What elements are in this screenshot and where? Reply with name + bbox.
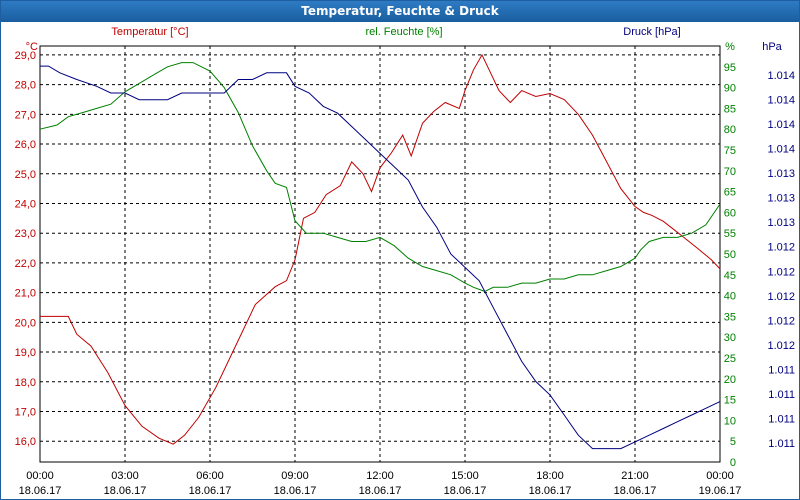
humidity-tick-label: 85: [724, 103, 736, 115]
x-tick-date: 19.06.17: [699, 485, 742, 497]
pressure-tick-label: 1.012: [767, 291, 795, 303]
x-tick-time: 09:00: [281, 470, 309, 482]
x-tick-date: 18.06.17: [19, 485, 62, 497]
humidity-tick-label: 5: [730, 436, 736, 448]
humidity-legend: rel. Feuchte [%]: [365, 26, 442, 38]
pressure-tick-label: 1.014: [767, 95, 795, 107]
humidity-tick-label: 90: [724, 83, 736, 95]
temperature-tick-label: 25,0: [15, 169, 36, 181]
pressure-tick-label: 1.012: [767, 340, 795, 352]
temperature-tick-label: 16,0: [15, 436, 36, 448]
x-tick-time: 03:00: [111, 470, 139, 482]
chart-title: Temperatur, Feuchte & Druck: [301, 4, 499, 18]
pressure-unit: hPa: [762, 41, 782, 53]
temperature-tick-label: 26,0: [15, 139, 36, 151]
pressure-tick-label: 1.013: [767, 168, 795, 180]
temperature-tick-label: 17,0: [15, 406, 36, 418]
x-tick-date: 18.06.17: [444, 485, 487, 497]
humidity-tick-label: 65: [724, 187, 736, 199]
pressure-series-line: [40, 65, 721, 450]
x-tick-time: 15:00: [451, 470, 479, 482]
temperature-unit: °C: [26, 41, 38, 53]
temperature-tick-label: 28,0: [15, 80, 36, 92]
pressure-tick-label: 1.013: [767, 193, 795, 205]
pressure-tick-label: 1.014: [767, 70, 795, 82]
humidity-tick-label: 15: [724, 395, 736, 407]
humidity-tick-label: 45: [724, 270, 736, 282]
pressure-tick-label: 1.014: [767, 119, 795, 131]
pressure-tick-label: 1.013: [767, 217, 795, 229]
x-tick-date: 18.06.17: [614, 485, 657, 497]
temperature-legend: Temperatur [°C]: [111, 26, 188, 38]
temperature-tick-label: 20,0: [15, 317, 36, 329]
humidity-tick-label: 75: [724, 145, 736, 157]
pressure-tick-label: 1.011: [768, 413, 795, 425]
temperature-tick-label: 21,0: [15, 288, 36, 300]
humidity-tick-label: 55: [724, 228, 736, 240]
x-tick-date: 18.06.17: [529, 485, 572, 497]
pressure-tick-label: 1.011: [768, 364, 795, 376]
humidity-tick-label: 50: [724, 249, 736, 261]
x-tick-time: 00:00: [706, 470, 734, 482]
humidity-tick-label: 20: [724, 374, 736, 386]
pressure-tick-label: 1.012: [767, 315, 795, 327]
title-bar: Temperatur, Feuchte & Druck: [1, 1, 799, 22]
x-tick-date: 18.06.17: [274, 485, 317, 497]
x-tick-time: 12:00: [366, 470, 394, 482]
x-tick-date: 18.06.17: [359, 485, 402, 497]
pressure-tick-label: 1.011: [768, 389, 795, 401]
humidity-tick-label: 80: [724, 124, 736, 136]
pressure-tick-label: 1.014: [767, 144, 795, 156]
temperature-tick-label: 23,0: [15, 228, 36, 240]
temperature-tick-label: 19,0: [15, 347, 36, 359]
humidity-tick-label: 95: [724, 62, 736, 74]
humidity-tick-label: 35: [724, 311, 736, 323]
humidity-series-line: [39, 62, 721, 292]
x-tick-date: 18.06.17: [189, 485, 232, 497]
x-tick-time: 00:00: [26, 470, 54, 482]
humidity-tick-label: 25: [724, 353, 736, 365]
humidity-unit: %: [725, 41, 735, 53]
temperature-series-line: [40, 53, 721, 445]
temperature-tick-label: 27,0: [15, 109, 36, 121]
temperature-tick-label: 24,0: [15, 198, 36, 210]
humidity-tick-label: 30: [724, 332, 736, 344]
x-tick-time: 18:00: [536, 470, 564, 482]
temperature-tick-label: 18,0: [15, 377, 36, 389]
humidity-tick-label: 40: [724, 291, 736, 303]
pressure-tick-label: 1.011: [768, 438, 795, 450]
plot-area: [39, 45, 721, 463]
x-tick-time: 21:00: [621, 470, 649, 482]
pressure-tick-label: 1.012: [767, 266, 795, 278]
humidity-tick-label: 60: [724, 207, 736, 219]
humidity-tick-label: 10: [724, 415, 736, 427]
humidity-tick-label: 70: [724, 166, 736, 178]
x-tick-date: 18.06.17: [104, 485, 147, 497]
pressure-tick-label: 1.012: [767, 242, 795, 254]
temperature-tick-label: 22,0: [15, 258, 36, 270]
humidity-tick-label: 0: [730, 457, 736, 469]
x-tick-time: 06:00: [196, 470, 224, 482]
pressure-legend: Druck [hPa]: [623, 26, 680, 38]
temperature-tick-label: 29,0: [15, 50, 36, 62]
